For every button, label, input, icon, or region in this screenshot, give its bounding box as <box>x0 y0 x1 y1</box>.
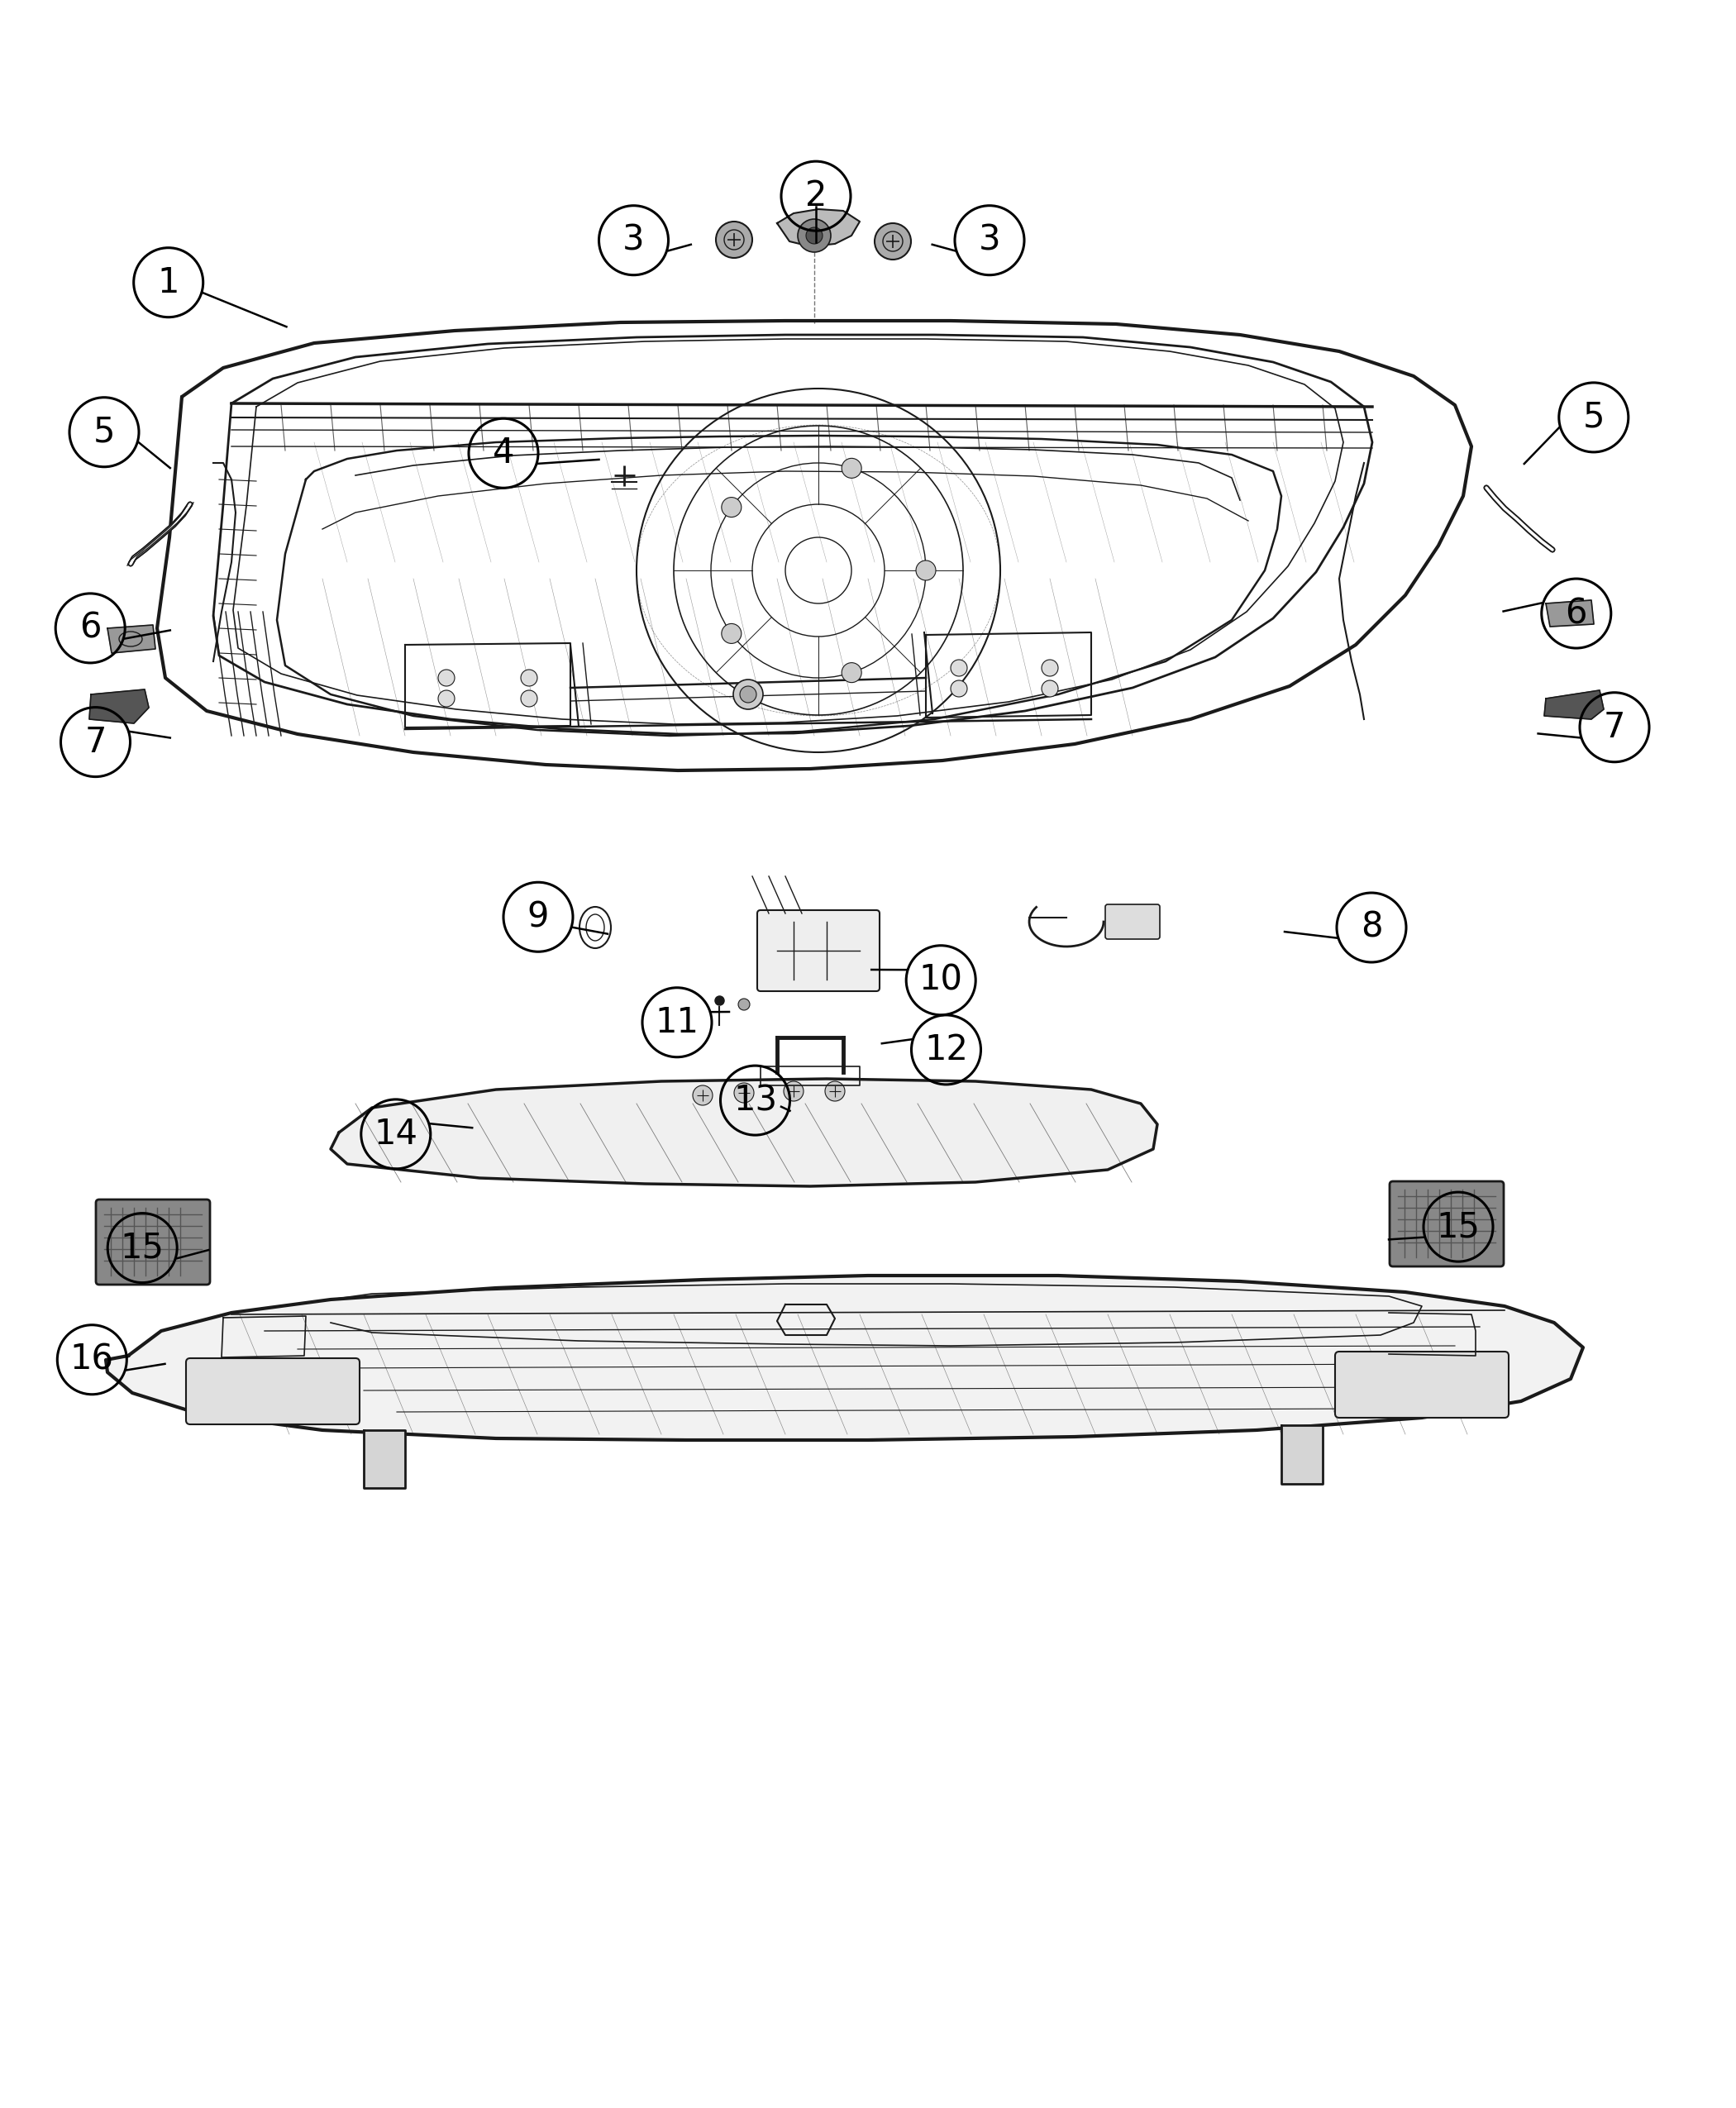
FancyBboxPatch shape <box>186 1358 359 1425</box>
Text: 14: 14 <box>373 1117 418 1151</box>
Circle shape <box>437 670 455 685</box>
Polygon shape <box>1545 601 1594 626</box>
Polygon shape <box>89 689 149 723</box>
Circle shape <box>521 689 538 706</box>
Text: 7: 7 <box>85 725 106 759</box>
Text: 9: 9 <box>528 900 549 934</box>
Text: 2: 2 <box>806 179 826 213</box>
Circle shape <box>806 228 823 245</box>
FancyBboxPatch shape <box>1389 1180 1503 1267</box>
Circle shape <box>715 221 752 257</box>
Polygon shape <box>106 1275 1583 1440</box>
Text: 7: 7 <box>1604 710 1625 744</box>
Circle shape <box>738 999 750 1010</box>
Circle shape <box>917 561 936 580</box>
FancyBboxPatch shape <box>1106 904 1160 938</box>
Text: 10: 10 <box>918 963 963 997</box>
Circle shape <box>842 662 861 683</box>
Polygon shape <box>778 209 859 247</box>
Circle shape <box>783 1081 804 1100</box>
Circle shape <box>1042 660 1059 677</box>
Circle shape <box>951 681 967 698</box>
Text: 15: 15 <box>120 1231 165 1265</box>
Circle shape <box>740 685 757 702</box>
Circle shape <box>799 219 832 253</box>
Circle shape <box>722 497 741 516</box>
Text: 1: 1 <box>158 266 179 299</box>
Text: 13: 13 <box>733 1084 778 1117</box>
Circle shape <box>521 670 538 685</box>
Circle shape <box>722 624 741 643</box>
Circle shape <box>825 1081 845 1100</box>
Circle shape <box>951 660 967 677</box>
Circle shape <box>437 689 455 706</box>
Text: 5: 5 <box>94 415 115 449</box>
FancyBboxPatch shape <box>757 911 880 991</box>
Text: 5: 5 <box>1583 401 1604 434</box>
Circle shape <box>693 1086 712 1105</box>
Polygon shape <box>108 624 156 653</box>
Text: 15: 15 <box>1436 1210 1481 1244</box>
Circle shape <box>842 457 861 479</box>
Text: 6: 6 <box>1566 597 1587 630</box>
Polygon shape <box>1281 1425 1323 1484</box>
Circle shape <box>734 1084 753 1102</box>
Polygon shape <box>330 1079 1158 1187</box>
Text: 6: 6 <box>80 611 101 645</box>
Circle shape <box>733 679 764 708</box>
Text: 11: 11 <box>654 1006 700 1039</box>
Polygon shape <box>1545 689 1604 719</box>
Text: 16: 16 <box>69 1343 115 1377</box>
Text: 4: 4 <box>493 436 514 470</box>
Circle shape <box>875 223 911 259</box>
Text: 8: 8 <box>1361 911 1382 944</box>
Text: 3: 3 <box>979 223 1000 257</box>
FancyBboxPatch shape <box>95 1199 210 1284</box>
Polygon shape <box>365 1429 404 1488</box>
FancyBboxPatch shape <box>1335 1351 1509 1419</box>
Text: 12: 12 <box>924 1033 969 1067</box>
Circle shape <box>1042 681 1059 698</box>
Text: 3: 3 <box>623 223 644 257</box>
